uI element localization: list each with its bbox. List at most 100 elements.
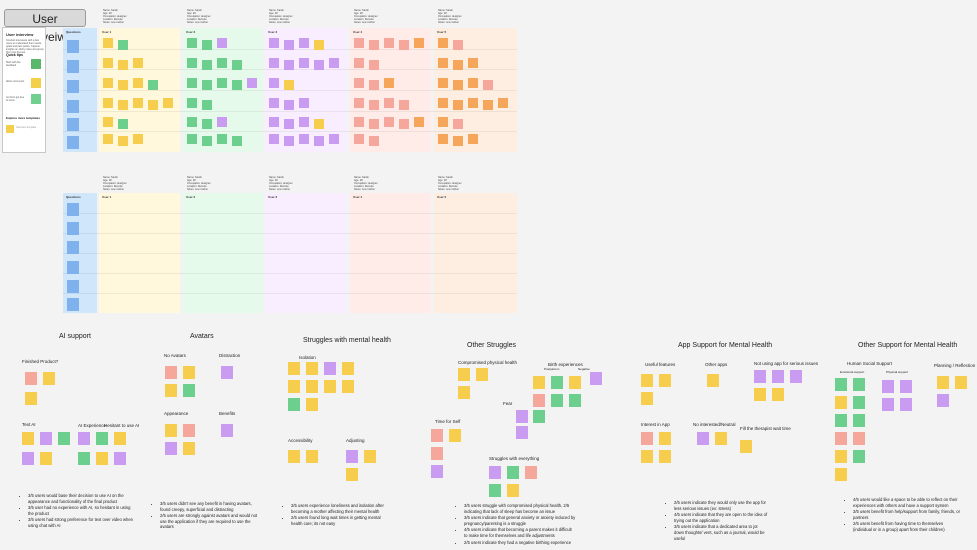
sticky-note[interactable] bbox=[103, 98, 113, 108]
sticky-note[interactable] bbox=[288, 450, 300, 463]
sticky-note[interactable] bbox=[67, 60, 79, 73]
sticky-note[interactable] bbox=[346, 468, 358, 481]
sticky-note[interactable] bbox=[458, 368, 470, 381]
sticky-note[interactable] bbox=[148, 80, 158, 90]
sticky-note[interactable] bbox=[22, 452, 34, 465]
sticky-note[interactable] bbox=[853, 432, 865, 445]
sticky-note[interactable] bbox=[306, 380, 318, 393]
sticky-note[interactable] bbox=[202, 40, 212, 50]
sticky-note[interactable] bbox=[525, 466, 537, 479]
sticky-note[interactable] bbox=[438, 38, 448, 48]
sticky-note[interactable] bbox=[67, 118, 79, 131]
sticky-note[interactable] bbox=[96, 452, 108, 465]
sticky-note[interactable] bbox=[835, 432, 847, 445]
sticky-note[interactable] bbox=[103, 58, 113, 68]
sticky-note[interactable] bbox=[955, 376, 967, 389]
sticky-note[interactable] bbox=[67, 136, 79, 149]
sticky-note[interactable] bbox=[399, 40, 409, 50]
sticky-note[interactable] bbox=[103, 117, 113, 127]
sticky-note[interactable] bbox=[133, 98, 143, 108]
sticky-note[interactable] bbox=[853, 414, 865, 427]
sticky-note[interactable] bbox=[314, 119, 324, 129]
sticky-note[interactable] bbox=[458, 386, 470, 399]
sticky-note[interactable] bbox=[299, 117, 309, 127]
sticky-note[interactable] bbox=[431, 447, 443, 460]
sticky-note[interactable] bbox=[187, 117, 197, 127]
sticky-note[interactable] bbox=[67, 203, 79, 216]
sticky-note[interactable] bbox=[284, 100, 294, 110]
sticky-note[interactable] bbox=[288, 362, 300, 375]
sticky-note[interactable] bbox=[453, 100, 463, 110]
sticky-note[interactable] bbox=[232, 136, 242, 146]
sticky-note[interactable] bbox=[641, 450, 653, 463]
sticky-note[interactable] bbox=[453, 80, 463, 90]
sticky-note[interactable] bbox=[118, 119, 128, 129]
sticky-note[interactable] bbox=[483, 80, 493, 90]
sticky-note[interactable] bbox=[641, 432, 653, 445]
sticky-note[interactable] bbox=[853, 450, 865, 463]
sticky-note[interactable] bbox=[507, 484, 519, 497]
sticky-note[interactable] bbox=[25, 392, 37, 405]
sticky-note[interactable] bbox=[269, 38, 279, 48]
sticky-note[interactable] bbox=[476, 368, 488, 381]
sticky-note[interactable] bbox=[217, 134, 227, 144]
sticky-note[interactable] bbox=[468, 98, 478, 108]
sticky-note[interactable] bbox=[835, 396, 847, 409]
sticky-note[interactable] bbox=[165, 366, 177, 379]
sticky-note[interactable] bbox=[103, 134, 113, 144]
sticky-note[interactable] bbox=[498, 98, 508, 108]
sticky-note[interactable] bbox=[232, 60, 242, 70]
sticky-note[interactable] bbox=[269, 117, 279, 127]
sticky-note[interactable] bbox=[306, 362, 318, 375]
sticky-note[interactable] bbox=[202, 80, 212, 90]
sticky-note[interactable] bbox=[882, 398, 894, 411]
sticky-note[interactable] bbox=[659, 450, 671, 463]
sticky-note[interactable] bbox=[369, 136, 379, 146]
sticky-note[interactable] bbox=[314, 136, 324, 146]
sticky-note[interactable] bbox=[165, 442, 177, 455]
sticky-note[interactable] bbox=[342, 380, 354, 393]
sticky-note[interactable] bbox=[163, 98, 173, 108]
sticky-note[interactable] bbox=[659, 432, 671, 445]
sticky-note[interactable] bbox=[67, 298, 79, 311]
sticky-note[interactable] bbox=[453, 136, 463, 146]
sticky-note[interactable] bbox=[133, 78, 143, 88]
sticky-note[interactable] bbox=[96, 432, 108, 445]
sticky-note[interactable] bbox=[187, 98, 197, 108]
sticky-note[interactable] bbox=[414, 117, 424, 127]
sticky-note[interactable] bbox=[489, 466, 501, 479]
sticky-note[interactable] bbox=[329, 134, 339, 144]
sticky-note[interactable] bbox=[284, 136, 294, 146]
sticky-note[interactable] bbox=[284, 40, 294, 50]
sticky-note[interactable] bbox=[853, 396, 865, 409]
sticky-note[interactable] bbox=[67, 80, 79, 93]
sticky-note[interactable] bbox=[114, 432, 126, 445]
sticky-note[interactable] bbox=[438, 134, 448, 144]
sticky-note[interactable] bbox=[221, 424, 233, 437]
sticky-note[interactable] bbox=[772, 388, 784, 401]
sticky-note[interactable] bbox=[78, 452, 90, 465]
sticky-note[interactable] bbox=[217, 58, 227, 68]
sticky-note[interactable] bbox=[937, 394, 949, 407]
sticky-note[interactable] bbox=[284, 119, 294, 129]
sticky-note[interactable] bbox=[551, 394, 563, 407]
sticky-note[interactable] bbox=[103, 38, 113, 48]
sticky-note[interactable] bbox=[516, 410, 528, 423]
sticky-note[interactable] bbox=[697, 432, 709, 445]
sticky-note[interactable] bbox=[346, 450, 358, 463]
sticky-note[interactable] bbox=[67, 100, 79, 113]
sticky-note[interactable] bbox=[299, 38, 309, 48]
sticky-note[interactable] bbox=[533, 376, 545, 389]
sticky-note[interactable] bbox=[507, 466, 519, 479]
sticky-note[interactable] bbox=[118, 100, 128, 110]
template-card-label[interactable]: Interview template bbox=[16, 126, 37, 129]
sticky-note[interactable] bbox=[314, 40, 324, 50]
sticky-note[interactable] bbox=[165, 384, 177, 397]
sticky-note[interactable] bbox=[299, 98, 309, 108]
sticky-note[interactable] bbox=[369, 60, 379, 70]
sticky-note[interactable] bbox=[217, 117, 227, 127]
sticky-note[interactable] bbox=[221, 366, 233, 379]
sticky-note[interactable] bbox=[306, 450, 318, 463]
sticky-note[interactable] bbox=[133, 58, 143, 68]
sticky-note[interactable] bbox=[269, 58, 279, 68]
